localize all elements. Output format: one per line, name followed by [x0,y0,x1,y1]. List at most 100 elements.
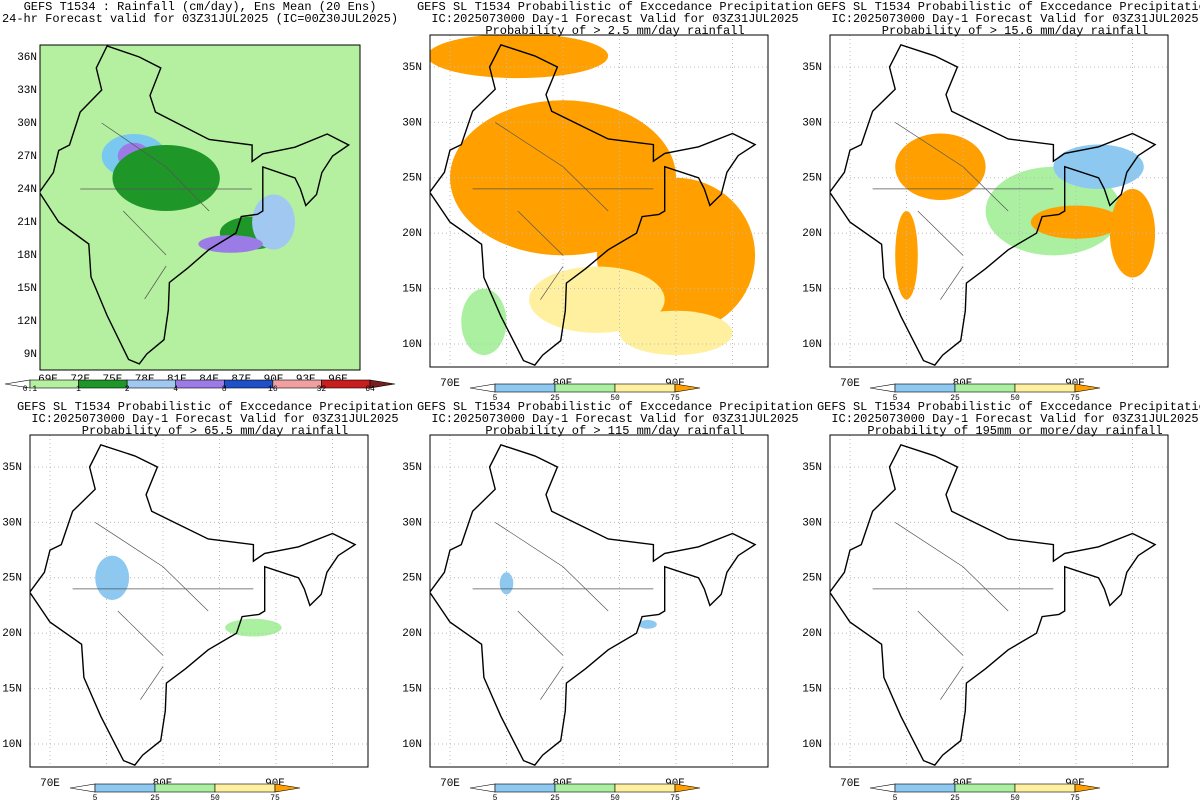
colorbar-label: 75 [1070,794,1080,800]
colorbar-segment [175,379,225,389]
map-area [430,435,768,767]
colorbar-end [1074,783,1101,793]
map-frame [829,434,1169,768]
lat-label: 30N [802,117,822,129]
colorbar-segment [126,379,177,389]
map-frame [39,44,361,371]
lat-label: 9N [24,349,37,361]
colorbar-segment [1014,383,1076,393]
lat-label: 15N [2,684,22,696]
rain-area [895,133,986,200]
lon-label: 70E [440,778,460,790]
colorbar-segment [494,383,556,393]
map-panel: GEFS SL T1534 Probabilistic of Exccedanc… [802,400,1200,800]
lat-label: 24N [17,184,37,196]
lat-label: 15N [402,684,422,696]
map-panel: GEFS T1534 : Rainfall (cm/day), Ens Mean… [2,0,398,394]
state-borders [80,122,253,300]
colorbar-end [274,783,301,793]
colorbar-segment [29,379,79,389]
lat-label: 20N [802,228,822,240]
map-background [830,435,1168,767]
panel-title: IC:2025073000 Day-1 Forecast Valid for 0… [431,412,798,426]
state-borders [472,122,654,300]
colorbar-label: 50 [610,394,620,403]
rain-area [198,235,263,253]
lat-label: 20N [402,628,422,640]
colorbar-segment [954,783,1016,793]
rain-area [1030,205,1122,239]
map-area [40,45,360,370]
lat-label: 10N [2,739,22,751]
panel-title: IC:2025073000 Day-1 Forecast Valid for 0… [831,12,1198,26]
rain-area [461,288,507,356]
colorbar-label: 5 [493,794,498,800]
map-panel: GEFS SL T1534 Probabilistic of Exccedanc… [402,0,813,403]
panel-title: GEFS T1534 : Rainfall (cm/day), Ens Mean… [24,0,377,14]
panel-title: IC:2025073000 Day-1 Forecast Valid for 0… [431,12,798,26]
rain-area [225,618,282,637]
lat-label: 15N [17,283,37,295]
colorbar-segment [321,379,371,389]
country-outline [830,443,1157,766]
lat-label: 25N [802,573,822,585]
state-borders [72,522,254,700]
colorbar-label: 16 [268,385,278,394]
state-borders [872,522,1054,700]
lat-label: 27N [17,151,37,163]
lon-label: 70E [840,378,860,390]
lat-label: 20N [802,628,822,640]
lon-label: 70E [840,778,860,790]
colorbar-label: 64 [365,385,375,394]
colorbar-segment [78,379,128,389]
colorbar-segment [214,783,276,793]
lat-label: 20N [402,228,422,240]
lat-label: 30N [802,517,822,529]
country-outline [30,443,357,766]
colorbar-label: 0.1 [23,385,38,394]
panel-title: IC:2025073000 Day-1 Forecast Valid for 0… [31,412,398,426]
lat-label: 30N [402,517,422,529]
colorbar-segment [154,783,216,793]
map-area [830,435,1168,767]
colorbar-end [469,783,496,793]
map-frame [29,434,369,768]
colorbar-label: 5 [893,394,898,403]
map-panel: GEFS SL T1534 Probabilistic of Exccedanc… [2,400,413,800]
map-frame [429,434,769,768]
rain-area [638,619,657,629]
country-outline [830,43,1157,366]
panel-title: GEFS SL T1534 Probabilistic of Exccedanc… [417,400,813,414]
colorbar-segment [554,383,616,393]
colorbar-label: 32 [317,385,327,394]
lat-label: 12N [17,316,37,328]
lat-label: 25N [2,573,22,585]
colorbar-segment [954,383,1016,393]
colorbar-label: 2 [125,385,130,394]
colorbar-label: 5 [493,394,498,403]
lat-label: 10N [802,739,822,751]
colorbar-segment [223,379,274,389]
rain-area [112,145,220,211]
panel-title: 24-hr Forecast valid for 03Z31JUL2025 (I… [2,12,398,26]
lat-label: 15N [802,284,822,296]
lat-label: 35N [802,62,822,74]
panel-title: Probability of > 65.5 mm/day rainfall [82,424,348,438]
colorbar-label: 25 [550,394,560,403]
colorbar-label: 25 [950,794,960,800]
lat-label: 35N [2,462,22,474]
colorbar-end [674,383,701,393]
colorbar-segment [272,379,322,389]
lat-label: 10N [402,739,422,751]
panel-title: GEFS SL T1534 Probabilistic of Exccedanc… [817,0,1200,14]
country-outline [430,443,757,766]
country-outline [430,43,757,366]
colorbar-label: 50 [210,794,220,800]
lat-label: 30N [17,118,37,130]
colorbar-label: 25 [150,794,160,800]
colorbar-label: 8 [222,385,227,394]
colorbar-end [469,383,496,393]
panel-title: Probability of > 115 mm/day rainfall [485,424,744,438]
